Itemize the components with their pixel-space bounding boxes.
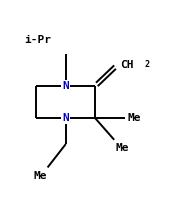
Text: 2: 2 [144, 60, 149, 69]
Text: Me: Me [127, 113, 141, 123]
Text: Me: Me [115, 143, 129, 154]
Text: N: N [62, 81, 69, 91]
Text: N: N [62, 113, 69, 123]
Text: i-Pr: i-Pr [24, 35, 51, 45]
Text: CH: CH [120, 60, 134, 69]
Text: Me: Me [34, 171, 47, 181]
